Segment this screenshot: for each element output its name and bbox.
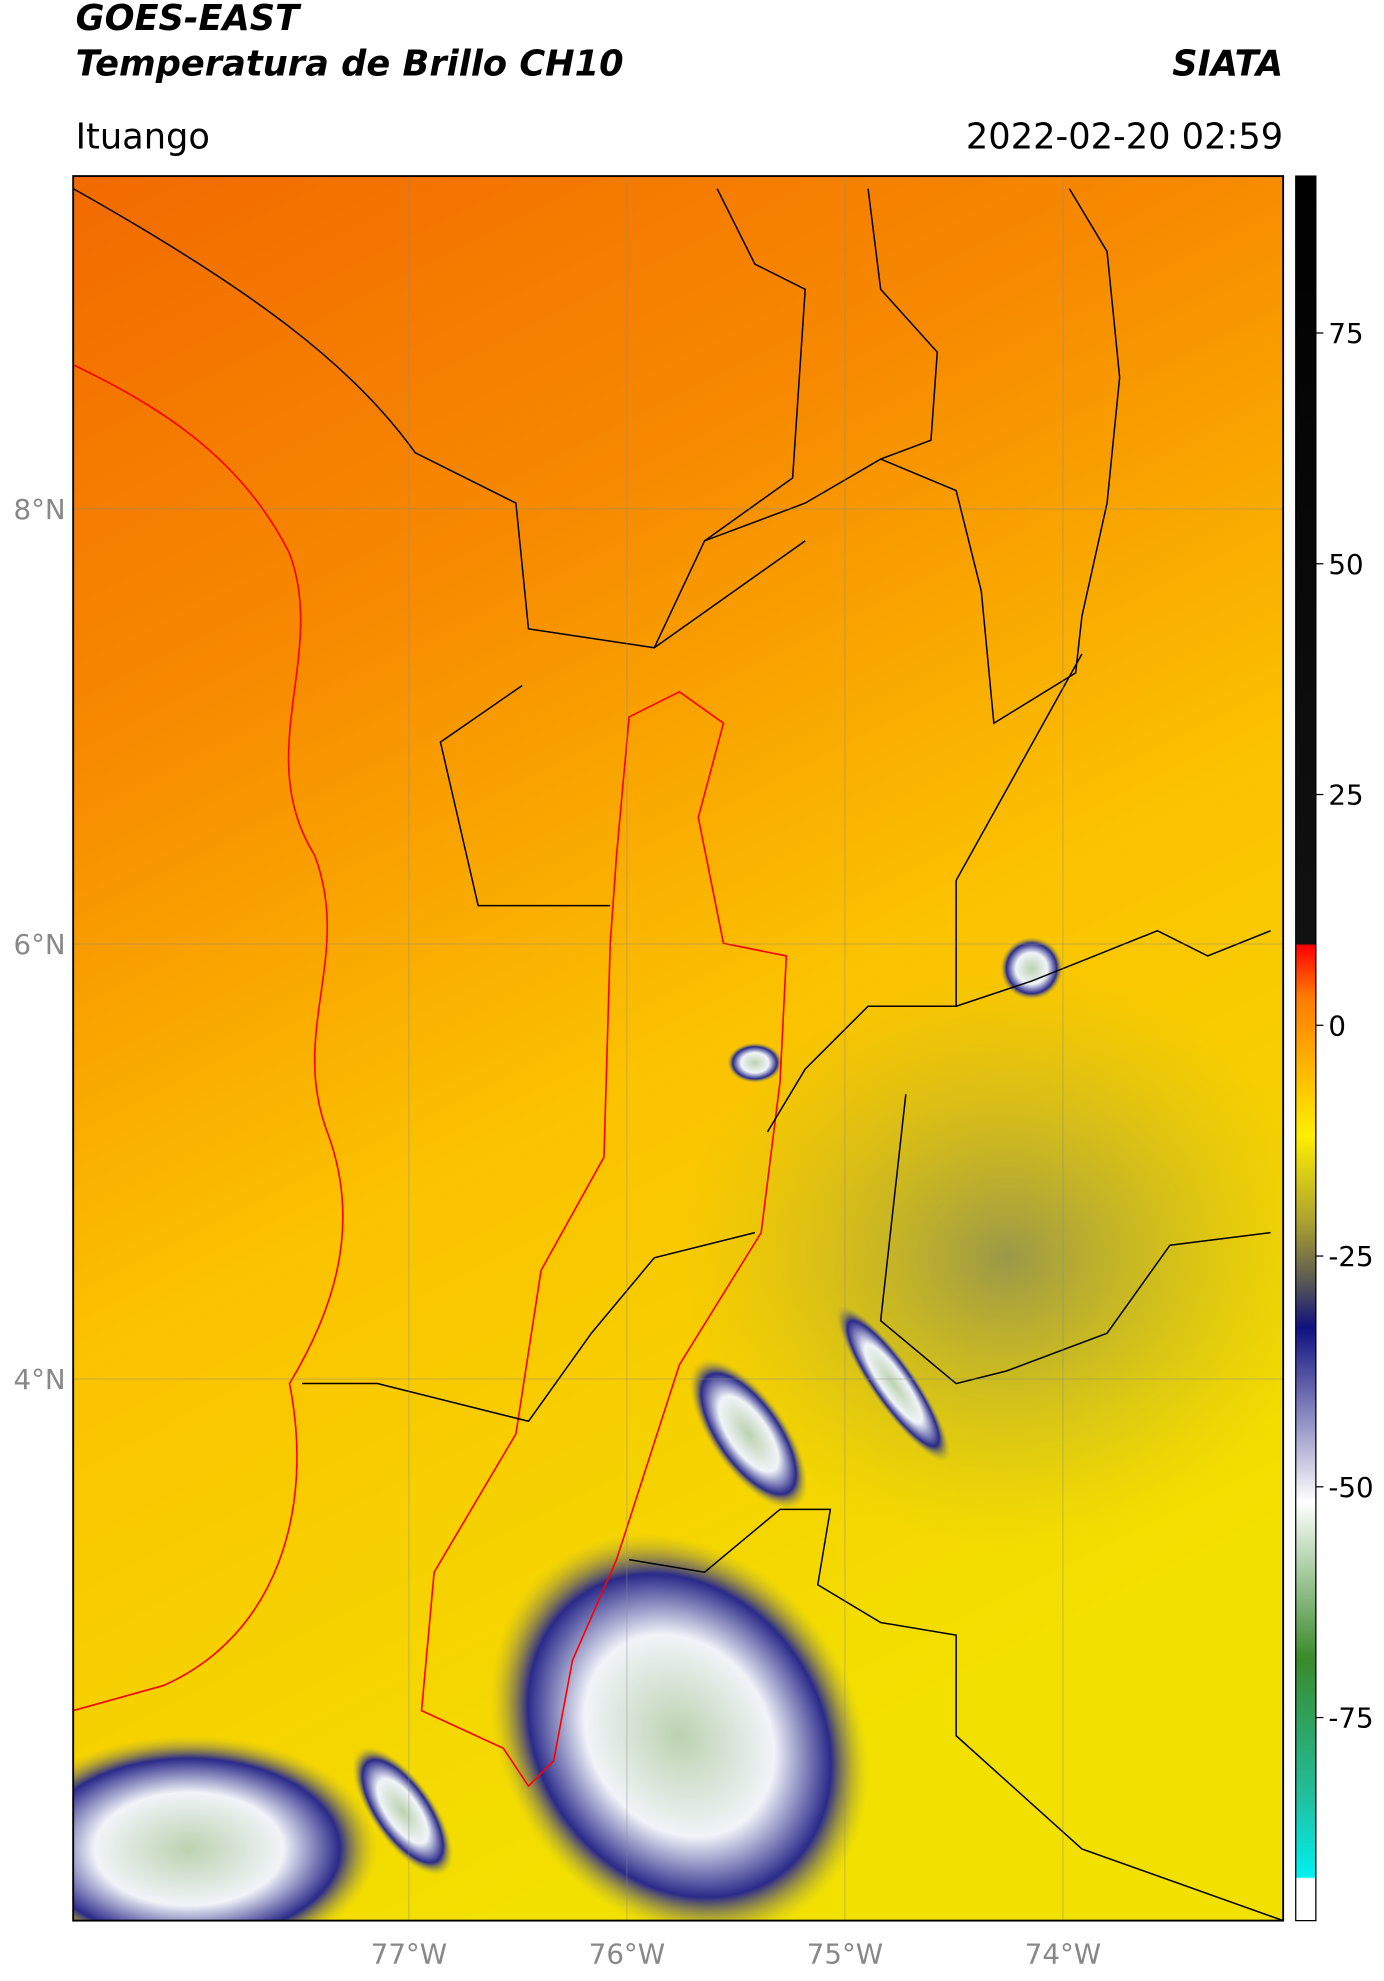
source: SIATA xyxy=(1172,43,1283,84)
y-tick-label: 8°N xyxy=(14,493,66,526)
cloud xyxy=(490,1533,869,1921)
subtitle: Temperatura de Brillo CH10 xyxy=(76,43,624,84)
cloud xyxy=(836,1305,951,1462)
grid xyxy=(73,176,1284,1921)
basin-outline xyxy=(420,690,788,1788)
colorbar-tick-label: -50 xyxy=(1328,1471,1373,1504)
x-tick-label: 76°W xyxy=(589,1937,665,1970)
cloud-low xyxy=(679,968,1284,1547)
map-field xyxy=(73,176,1284,1921)
x-tick-label: 75°W xyxy=(807,1937,883,1970)
y-tick-label: 6°N xyxy=(14,928,66,961)
colorbar-tick-label: 75 xyxy=(1328,317,1363,350)
location: Ituango xyxy=(76,116,210,157)
colorbar-tick-label: -25 xyxy=(1328,1240,1373,1273)
colorbar-tick-label: 25 xyxy=(1328,779,1363,812)
cloud xyxy=(727,1042,783,1083)
y-tick-label: 4°N xyxy=(14,1363,66,1396)
title: GOES-EAST xyxy=(76,0,302,39)
colorbar-tick-label: -75 xyxy=(1328,1702,1373,1735)
cloud xyxy=(73,1735,378,1921)
colorbar-tick-label: 50 xyxy=(1328,548,1363,581)
cloud xyxy=(352,1746,454,1876)
cloud xyxy=(1000,937,1064,1000)
x-tick-label: 77°W xyxy=(371,1937,447,1970)
datetime: 2022-02-20 02:59 xyxy=(966,116,1283,157)
x-tick-label: 74°W xyxy=(1025,1937,1101,1970)
map-frame xyxy=(72,175,1285,1922)
boundaries xyxy=(73,188,1284,1921)
coastline xyxy=(73,364,344,1712)
cloud xyxy=(689,1358,808,1510)
colorbar xyxy=(1295,175,1317,1922)
colorbar-tick-label: 0 xyxy=(1328,1009,1346,1042)
